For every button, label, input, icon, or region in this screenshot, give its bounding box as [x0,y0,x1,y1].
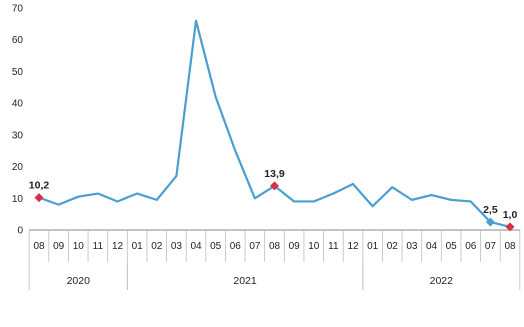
data-point-marker [485,217,495,227]
x-axis: 08 09 10 11 12 01 02 03 04 05 06 07 08 09 10 11 12 01 02 03… [28,229,521,290]
data-label: 2,5 [483,204,498,216]
x-tick-label: 08 [504,241,516,252]
x-tick-label: 01 [132,241,144,252]
x-tick-label: 05 [210,241,222,252]
y-axis: 0 10 20 30 40 50 60 70 [12,4,24,237]
x-tick-label: 11 [328,241,339,252]
data-label: 10,2 [29,180,50,192]
data-label: 13,9 [264,168,285,180]
x-tick-label: 07 [485,241,497,252]
data-point-marker [34,193,44,203]
x-tick-label: 03 [171,241,183,252]
y-tick-label: 50 [12,67,24,78]
x-tick-label: 11 [93,241,104,252]
data-point-marker [505,222,515,232]
series-line [38,19,511,228]
x-tick-label: 12 [112,241,124,252]
data-point-marker [270,181,279,191]
x-tick-label: 04 [190,241,202,252]
x-tick-label: 05 [446,241,458,252]
y-tick-label: 40 [12,99,24,110]
x-tick-label: 09 [289,241,301,252]
y-tick-label: 10 [12,194,24,205]
x-tick-label: 03 [406,241,418,252]
x-tick-label: 09 [53,241,65,252]
y-tick-label: 20 [12,162,24,173]
x-tick-label: 08 [269,241,281,252]
year-label: 2021 [233,275,257,287]
x-tick-label: 08 [33,241,45,252]
data-label: 1,0 [503,209,518,221]
series-layer [38,19,511,228]
x-tick-label: 02 [387,241,399,252]
x-tick-label: 06 [230,241,242,252]
x-tick-label: 04 [426,241,438,252]
x-tick-label: 10 [73,241,85,252]
y-tick-label: 0 [17,226,23,237]
x-tick-label: 12 [347,241,359,252]
x-tick-label: 02 [151,241,163,252]
x-tick-label: 01 [367,241,379,252]
x-tick-label: 06 [465,241,477,252]
y-tick-label: 60 [12,35,24,46]
y-tick-label: 70 [12,4,24,15]
y-tick-label: 30 [12,130,24,141]
marker-layer: 10,2 13,9 2,5 1,0 [29,168,518,232]
x-tick-label: 10 [308,241,320,252]
year-label: 2022 [430,275,454,287]
year-label: 2020 [67,275,91,287]
x-tick-label: 07 [249,241,261,252]
